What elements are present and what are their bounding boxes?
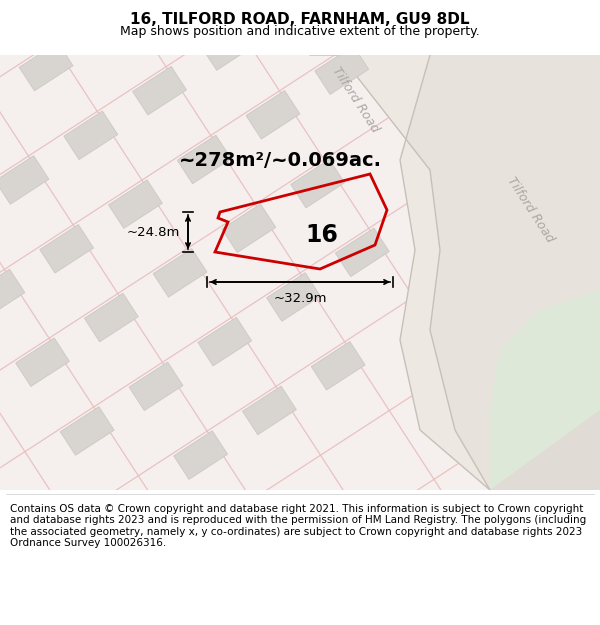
Polygon shape — [291, 159, 344, 208]
Polygon shape — [490, 290, 600, 490]
Polygon shape — [198, 318, 251, 366]
Polygon shape — [266, 272, 320, 321]
Polygon shape — [174, 431, 227, 479]
Polygon shape — [222, 204, 276, 252]
Polygon shape — [64, 111, 118, 159]
Polygon shape — [109, 180, 163, 228]
Polygon shape — [16, 338, 70, 386]
Polygon shape — [129, 362, 183, 411]
Text: Contains OS data © Crown copyright and database right 2021. This information is : Contains OS data © Crown copyright and d… — [10, 504, 586, 548]
Polygon shape — [315, 46, 368, 94]
Polygon shape — [60, 407, 114, 455]
Text: Tilford Road: Tilford Road — [504, 175, 556, 245]
Polygon shape — [490, 410, 600, 490]
Polygon shape — [311, 341, 365, 390]
Polygon shape — [133, 66, 187, 115]
Polygon shape — [242, 386, 296, 435]
Polygon shape — [246, 91, 300, 139]
Polygon shape — [400, 55, 600, 490]
Text: 16: 16 — [305, 223, 338, 248]
Text: Tilford Road: Tilford Road — [329, 65, 381, 135]
Text: ~32.9m: ~32.9m — [273, 292, 327, 305]
Text: ~24.8m: ~24.8m — [127, 226, 180, 239]
Polygon shape — [19, 42, 73, 91]
Polygon shape — [335, 228, 389, 277]
Polygon shape — [153, 249, 207, 297]
Polygon shape — [85, 293, 138, 342]
Polygon shape — [0, 269, 25, 318]
Text: 16, TILFORD ROAD, FARNHAM, GU9 8DL: 16, TILFORD ROAD, FARNHAM, GU9 8DL — [130, 12, 470, 27]
Text: ~278m²/~0.069ac.: ~278m²/~0.069ac. — [179, 151, 382, 169]
Text: Map shows position and indicative extent of the property.: Map shows position and indicative extent… — [120, 26, 480, 39]
Polygon shape — [177, 135, 231, 184]
Polygon shape — [310, 55, 490, 490]
Polygon shape — [0, 156, 49, 204]
Polygon shape — [202, 22, 255, 70]
Polygon shape — [40, 224, 94, 273]
